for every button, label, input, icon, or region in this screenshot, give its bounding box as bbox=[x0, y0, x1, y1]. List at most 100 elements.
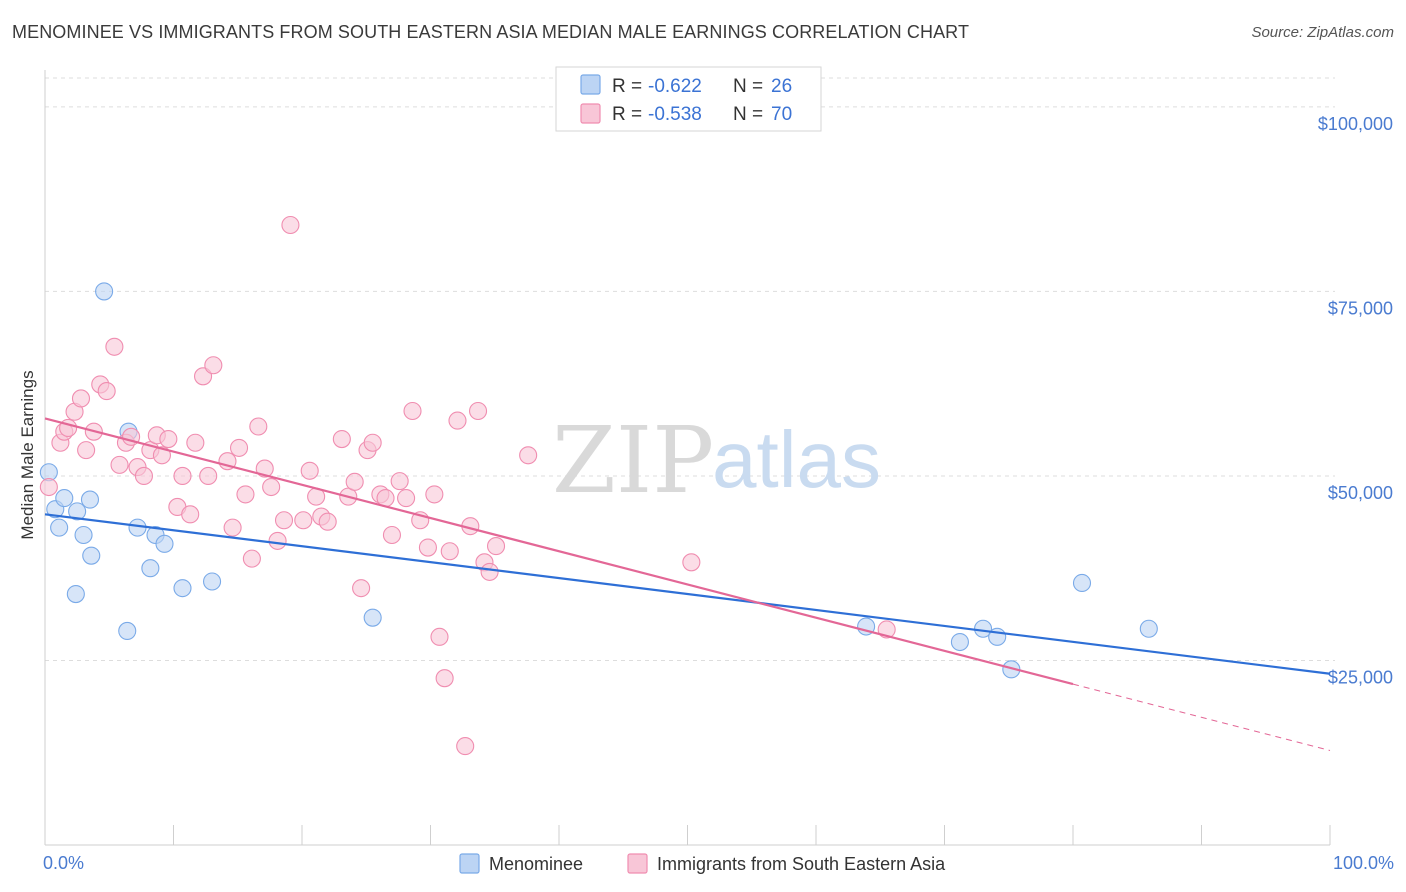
immigrants-point-69 bbox=[682, 553, 701, 572]
legend-r-value-1: -0.622 bbox=[648, 76, 702, 97]
immigrants-point-46 bbox=[352, 579, 371, 598]
immigrants-point-11 bbox=[110, 455, 129, 474]
immigrants-point-53 bbox=[397, 489, 416, 508]
immigrants-point-32 bbox=[249, 417, 268, 436]
immigrants-point-35 bbox=[268, 531, 287, 550]
immigrants-point-42 bbox=[318, 512, 337, 531]
x-tick-label-right: 100.0% bbox=[1333, 853, 1394, 873]
series-swatch-menominee bbox=[459, 853, 480, 874]
menominee-point-15 bbox=[155, 534, 174, 553]
immigrants-point-10 bbox=[105, 337, 124, 356]
immigrants-point-39 bbox=[300, 461, 319, 480]
menominee-point-25 bbox=[1139, 619, 1158, 638]
correlation-legend: R = -0.622 N = 26 R = -0.538 N = 70 bbox=[555, 66, 822, 132]
legend-n-label-2: N = bbox=[733, 104, 763, 125]
chart-title: MENOMINEE VS IMMIGRANTS FROM SOUTH EASTE… bbox=[12, 22, 970, 42]
legend-swatch-immigrants bbox=[580, 103, 601, 124]
immigrants-point-62 bbox=[456, 737, 475, 756]
y-tick-label-2: $75,000 bbox=[1328, 298, 1393, 318]
immigrants-point-19 bbox=[159, 429, 178, 449]
gridlines bbox=[45, 77, 1335, 661]
immigrants-point-22 bbox=[181, 505, 200, 524]
immigrants-point-57 bbox=[425, 485, 444, 504]
menominee-point-6 bbox=[74, 525, 93, 545]
immigrants-point-66 bbox=[480, 562, 499, 581]
trend-lines bbox=[44, 417, 1331, 752]
menominee-point-9 bbox=[95, 282, 114, 301]
series-label-immigrants: Immigrants from South Eastern Asia bbox=[657, 854, 946, 874]
immigrants-point-26 bbox=[204, 356, 223, 375]
immigrants-point-9 bbox=[97, 382, 116, 401]
immigrants-point-51 bbox=[382, 525, 402, 545]
immigrants-point-56 bbox=[418, 538, 437, 557]
menominee-point-10 bbox=[118, 621, 137, 641]
series-swatch-immigrants bbox=[627, 853, 648, 874]
immigrants-point-45 bbox=[345, 472, 364, 491]
immigrants-point-33 bbox=[255, 459, 274, 478]
menominee-point-24 bbox=[1072, 573, 1092, 593]
immigrants-point-21 bbox=[173, 466, 192, 486]
legend-r-label-2: R = bbox=[612, 104, 642, 125]
menominee-point-20 bbox=[950, 632, 969, 652]
immigrants-point-68 bbox=[519, 446, 538, 465]
immigrants-point-48 bbox=[363, 433, 382, 452]
menominee-point-4 bbox=[66, 584, 85, 604]
source-credit: Source: ZipAtlas.com bbox=[1251, 24, 1394, 41]
immigrants-point-37 bbox=[281, 215, 300, 235]
immigrants-trend-extension bbox=[1072, 683, 1331, 752]
immigrants-point-34 bbox=[262, 477, 281, 497]
menominee-point-17 bbox=[203, 572, 222, 591]
immigrants-point-6 bbox=[77, 441, 96, 460]
immigrants-point-25 bbox=[199, 466, 218, 486]
immigrants-point-58 bbox=[430, 627, 449, 646]
legend-n-label-1: N = bbox=[733, 76, 763, 97]
menominee-point-5 bbox=[68, 502, 87, 521]
menominee-point-8 bbox=[82, 546, 101, 565]
y-axis-title: Median Male Earnings bbox=[18, 370, 37, 539]
axes bbox=[44, 70, 1331, 846]
immigrants-point-64 bbox=[468, 401, 488, 421]
x-tick-labels: 0.0% 100.0% bbox=[43, 853, 1394, 873]
immigrants-point-24 bbox=[194, 367, 213, 386]
immigrants-point-29 bbox=[229, 438, 249, 457]
immigrants-point-31 bbox=[242, 549, 261, 568]
immigrants-trend-line bbox=[44, 417, 1074, 686]
immigrants-point-23 bbox=[186, 433, 205, 452]
immigrants-point-28 bbox=[223, 518, 242, 537]
series-label-menominee: Menominee bbox=[489, 854, 583, 874]
legend-n-value-1: 26 bbox=[771, 76, 792, 97]
y-tick-label-3: $100,000 bbox=[1318, 114, 1393, 134]
immigrants-point-52 bbox=[390, 472, 409, 491]
menominee-point-16 bbox=[173, 579, 192, 598]
immigrants-point-59 bbox=[435, 669, 454, 688]
y-tick-label-0: $25,000 bbox=[1328, 667, 1393, 687]
menominee-point-7 bbox=[80, 490, 100, 509]
y-tick-label-1: $50,000 bbox=[1328, 483, 1393, 503]
menominee-point-2 bbox=[50, 518, 69, 537]
immigrants-point-0 bbox=[39, 477, 58, 497]
menominee-point-13 bbox=[141, 559, 160, 578]
immigrants-point-54 bbox=[403, 401, 422, 421]
menominee-point-18 bbox=[363, 608, 382, 627]
x-tick-label-left: 0.0% bbox=[43, 853, 84, 873]
immigrants-point-15 bbox=[134, 466, 153, 486]
watermark-atlas: atlas bbox=[712, 415, 881, 504]
immigrants-point-43 bbox=[332, 429, 351, 449]
legend-r-label-1: R = bbox=[612, 76, 642, 97]
legend-swatch-menominee bbox=[580, 74, 601, 95]
immigrants-point-38 bbox=[294, 511, 313, 530]
legend-n-value-2: 70 bbox=[771, 104, 792, 125]
menominee-point-3 bbox=[55, 489, 74, 508]
immigrants-point-18 bbox=[152, 446, 171, 465]
immigrants-point-5 bbox=[71, 389, 91, 408]
watermark-zip: ZIP bbox=[552, 407, 714, 514]
immigrants-point-30 bbox=[236, 485, 255, 504]
immigrants-point-67 bbox=[486, 537, 506, 556]
legend-r-value-2: -0.538 bbox=[648, 104, 702, 125]
series-legend: Menominee Immigrants from South Eastern … bbox=[459, 853, 946, 874]
y-tick-labels: $25,000 $50,000 $75,000 $100,000 bbox=[1318, 114, 1393, 688]
watermark: ZIP atlas bbox=[552, 407, 881, 514]
immigrants-point-36 bbox=[274, 511, 294, 530]
menominee-trend-line bbox=[44, 513, 1331, 675]
